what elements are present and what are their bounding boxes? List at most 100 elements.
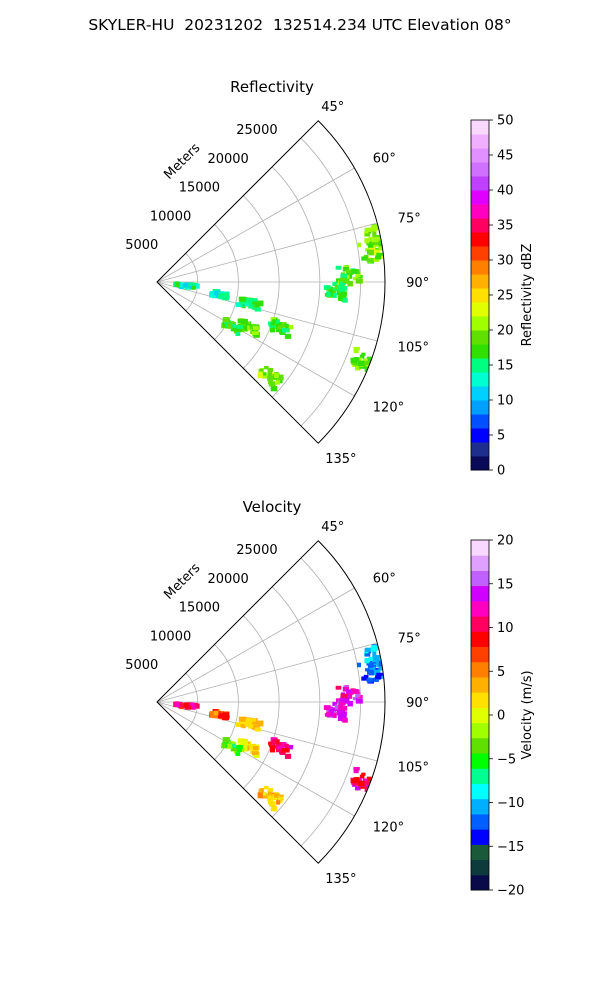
echo-pixel (222, 294, 230, 301)
echo-pixel (343, 266, 350, 272)
echo-pixel (183, 702, 189, 708)
echo-pixel (374, 669, 381, 676)
echo-pixel (269, 746, 276, 753)
echo-pixel (190, 282, 195, 287)
azimuth-gridline (156, 642, 378, 703)
colorbar-segment (471, 302, 489, 317)
echo-pixel (362, 358, 368, 362)
echo-layer (173, 223, 385, 392)
echo-pixel (268, 367, 274, 372)
echo-pixel (355, 366, 361, 371)
echo-pixel (351, 689, 359, 694)
echo-pixel (272, 319, 277, 323)
colorbar-segment (471, 372, 489, 387)
polar-grid (156, 557, 385, 847)
echo-pixel (240, 721, 245, 728)
echo-pixel (368, 656, 373, 662)
echo-pixel (371, 656, 379, 663)
echo-pixel (326, 291, 331, 297)
colorbar-tick-label: −5 (497, 752, 516, 767)
echo-pixel (357, 780, 365, 787)
colorbar-segment (471, 232, 489, 247)
echo-pixel (270, 321, 276, 326)
echo-cell (335, 265, 363, 287)
echo-pixel (257, 792, 263, 799)
azimuth-gridline (156, 701, 378, 762)
colorbar-tick-label: −15 (497, 840, 524, 855)
echo-pixel (364, 647, 371, 652)
echo-pixel (178, 282, 183, 288)
echo-pixel (245, 297, 251, 304)
echo-pixel (372, 231, 377, 238)
colorbar-tick-label: 20 (497, 324, 514, 339)
echo-pixel (366, 661, 374, 666)
echo-pixel (332, 701, 337, 706)
colorbar-segment (471, 600, 489, 617)
echo-pixel (240, 301, 245, 308)
echo-pixel (239, 299, 246, 305)
echo-pixel (231, 747, 238, 752)
echo-pixel (380, 654, 385, 659)
colorbar-segment (471, 386, 489, 401)
colorbar-segment (471, 570, 489, 587)
echo-pixel (342, 717, 348, 723)
echo-pixel (253, 326, 259, 331)
echo-pixel (242, 325, 248, 332)
echo-pixel (339, 714, 346, 720)
echo-pixel (361, 256, 369, 261)
echo-pixel (252, 721, 258, 725)
echo-pixel (270, 741, 276, 746)
echo-pixel (378, 245, 385, 251)
echo-pixel (351, 269, 359, 274)
echo-pixel (244, 722, 251, 726)
echo-pixel (174, 281, 180, 287)
polar-grid (156, 137, 385, 427)
echo-pixel (284, 323, 289, 328)
range-tick-label: 25000 (236, 123, 277, 138)
colorbar-segment (471, 616, 489, 632)
echo-pixel (359, 774, 365, 779)
range-tick-label: 10000 (150, 629, 191, 644)
echo-cell (209, 289, 230, 301)
echo-pixel (338, 280, 346, 286)
echo-pixel (191, 285, 196, 290)
azimuth-tick-label: 75° (398, 632, 421, 647)
echo-pixel (338, 704, 344, 710)
echo-pixel (245, 717, 251, 724)
range-tick-label: 5000 (125, 238, 158, 253)
echo-pixel (235, 332, 241, 336)
echo-cell (335, 685, 363, 707)
colorbar-segment (471, 288, 489, 303)
colorbar: −20 −15 −10 −5 0 5 10 15 20 Velocity (m/s) (470, 534, 535, 899)
echo-pixel (359, 354, 365, 359)
echo-pixel (268, 798, 273, 805)
echo-pixel (273, 373, 279, 379)
colorbar-segment (471, 585, 489, 602)
echo-pixel (276, 742, 282, 747)
echo-pixel (256, 720, 264, 727)
echo-pixel (339, 697, 345, 702)
colorbar-tick-label: 50 (497, 114, 514, 129)
echo-pixel (217, 293, 225, 299)
echo-cell (237, 318, 260, 338)
colorbar-tick-label: −20 (497, 884, 524, 899)
echo-pixel (378, 240, 384, 247)
colorbar-tick-label: 10 (497, 394, 514, 409)
colorbar-segment (471, 176, 489, 191)
echo-pixel (335, 685, 342, 690)
colorbar-tick-label: 45 (497, 149, 514, 164)
echo-pixel (279, 330, 285, 334)
echo-pixel (323, 285, 331, 290)
echo-pixel (371, 666, 376, 672)
echo-pixel (373, 659, 380, 665)
colorbar-segment (471, 414, 489, 429)
echo-pixel (240, 739, 248, 745)
range-axis-label: Meters (161, 560, 203, 602)
echo-pixel (361, 772, 366, 776)
colorbar-tick-label: 0 (497, 464, 505, 479)
echo-pixel (371, 246, 376, 252)
echo-pixel (361, 676, 369, 681)
echo-pixel (338, 284, 344, 290)
echo-pixel (381, 643, 385, 648)
range-tick-label: 15000 (179, 601, 220, 616)
